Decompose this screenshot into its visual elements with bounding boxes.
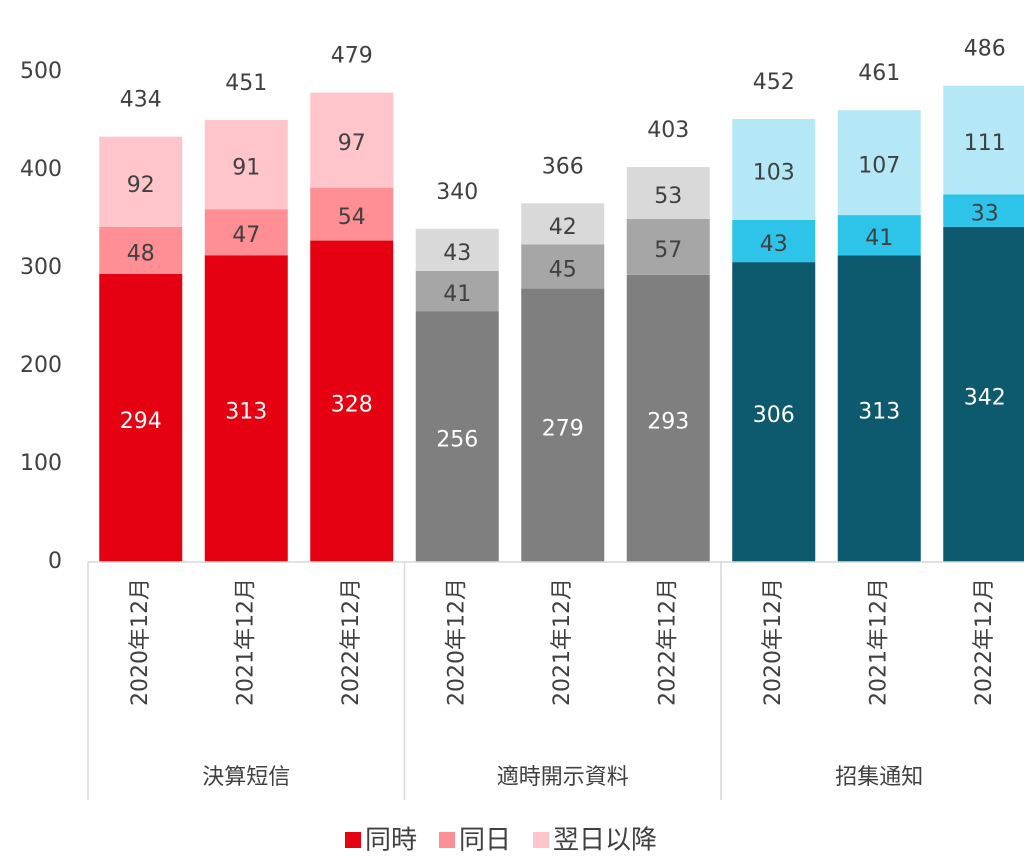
legend-swatch [533, 832, 549, 848]
group-label: 決算短信 [202, 765, 290, 790]
bar-segment [204, 255, 288, 562]
bar-segment [732, 219, 816, 263]
legend-label: 同時 [365, 826, 417, 856]
y-tick-label: 0 [48, 549, 62, 574]
total-label: 451 [225, 71, 267, 96]
total-label: 403 [647, 118, 689, 143]
bar-segment [837, 110, 921, 216]
data-label: 306 [753, 403, 795, 428]
total-label: 461 [858, 61, 900, 86]
data-label: 294 [120, 409, 162, 434]
data-label: 92 [127, 173, 155, 198]
bar-segment [626, 167, 710, 219]
bar-segment [204, 209, 288, 256]
x-tick-label: 2022年12月 [339, 578, 364, 706]
bar-segment [943, 194, 1024, 227]
y-tick-label: 400 [20, 157, 62, 182]
bar-segment [415, 311, 499, 562]
bar-segment [415, 228, 499, 271]
bar-segment [521, 203, 605, 245]
y-tick-label: 100 [20, 451, 62, 476]
group-label: 適時開示資料 [497, 765, 629, 790]
bar-segment [99, 273, 183, 562]
y-tick-label: 300 [20, 255, 62, 280]
bar-segment [99, 226, 183, 274]
total-label: 434 [120, 88, 162, 113]
y-tick-label: 200 [20, 353, 62, 378]
data-label: 256 [436, 428, 478, 453]
data-label: 342 [964, 385, 1006, 410]
legend-label: 同日 [459, 826, 511, 856]
legend-label: 翌日以降 [553, 826, 657, 856]
bar-segment [521, 288, 605, 562]
bar-segment [99, 136, 183, 227]
x-tick-label: 2020年12月 [761, 578, 786, 706]
total-label: 479 [331, 44, 373, 69]
data-label: 313 [225, 400, 267, 425]
data-label: 41 [865, 226, 893, 251]
data-label: 103 [753, 161, 795, 186]
x-tick-label: 2021年12月 [233, 578, 258, 706]
data-label: 107 [858, 154, 900, 179]
x-tick-label: 2022年12月 [972, 578, 997, 706]
total-label: 486 [964, 37, 1006, 62]
data-label: 41 [443, 282, 471, 307]
bar-segment [626, 274, 710, 562]
y-tick-label: 500 [20, 59, 62, 84]
data-label: 97 [338, 131, 366, 156]
bar-segment [837, 215, 921, 256]
data-label: 45 [549, 258, 577, 283]
data-label: 53 [654, 184, 682, 209]
data-label: 293 [647, 409, 689, 434]
x-tick-label: 2021年12月 [550, 578, 575, 706]
group-label: 招集通知 [835, 765, 923, 790]
data-label: 328 [331, 392, 373, 417]
data-label: 43 [443, 241, 471, 266]
x-tick-label: 2020年12月 [444, 578, 469, 706]
data-label: 48 [127, 241, 155, 266]
x-tick-label: 2022年12月 [655, 578, 680, 706]
data-label: 33 [971, 202, 999, 227]
data-label: 91 [232, 156, 260, 181]
x-tick-label: 2020年12月 [128, 578, 153, 706]
bar-segment [732, 119, 816, 220]
data-label: 313 [858, 400, 900, 425]
bar-segment [310, 92, 394, 188]
data-label: 57 [654, 238, 682, 263]
data-label: 54 [338, 205, 366, 230]
bar-segment [837, 255, 921, 562]
data-label: 279 [542, 416, 584, 441]
data-label: 47 [232, 223, 260, 248]
x-tick-label: 2021年12月 [866, 578, 891, 706]
bar-segment [415, 270, 499, 312]
total-label: 366 [542, 154, 584, 179]
legend-swatch [345, 832, 361, 848]
bar-segment [732, 262, 816, 562]
bar-segment [204, 120, 288, 210]
data-label: 111 [964, 131, 1006, 156]
bar-segment [626, 219, 710, 275]
data-label: 43 [760, 232, 788, 257]
bar-segment [943, 85, 1024, 195]
bar-segment [310, 187, 394, 241]
legend-swatch [439, 832, 455, 848]
total-label: 340 [436, 180, 478, 205]
data-label: 42 [549, 215, 577, 240]
bar-segment [310, 240, 394, 562]
bar-segment [521, 244, 605, 289]
bar-segment [943, 226, 1024, 562]
total-label: 452 [753, 70, 795, 95]
